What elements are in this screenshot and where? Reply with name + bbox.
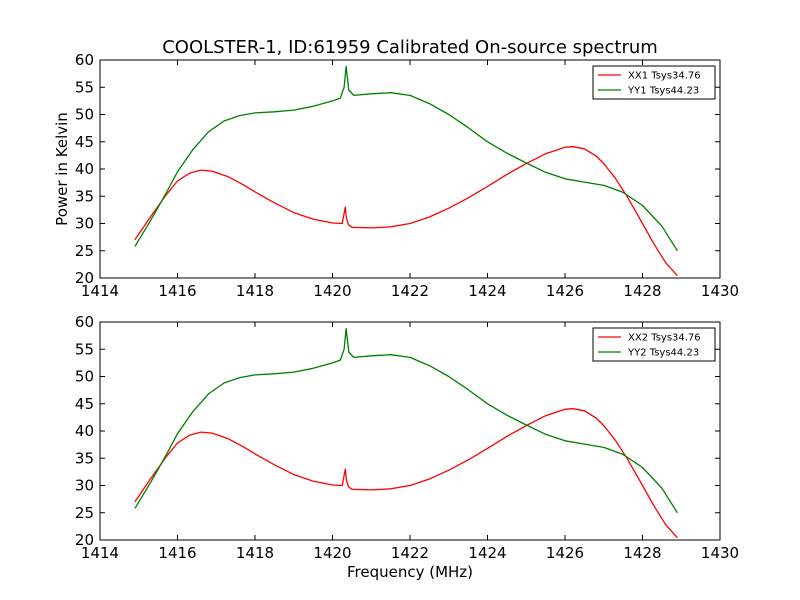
x-tick-label: 1420 <box>313 282 351 300</box>
legend-entry-label: YY1 Tsys44.23 <box>627 86 699 97</box>
y-tick-label: 60 <box>75 313 94 331</box>
y-tick-label: 40 <box>75 160 94 178</box>
y-tick-label: 60 <box>75 51 94 69</box>
x-tick-label: 1422 <box>391 282 429 300</box>
legend-box <box>592 327 716 362</box>
x-tick-label: 1416 <box>158 544 196 562</box>
x-tick-label: 1422 <box>391 544 429 562</box>
legend: XX2 Tsys34.76 YY2 Tsys44.23 <box>592 327 716 362</box>
y-tick-label: 50 <box>75 106 94 124</box>
x-tick-label: 1414 <box>81 544 119 562</box>
x-tick-label: 1426 <box>546 544 584 562</box>
series-line-xx2 <box>134 408 678 539</box>
x-tick-label: 1430 <box>701 544 739 562</box>
chart-panel-1: 1414 1416 1418 1420 1422 1424 1426 1428 1430 20 25… <box>53 51 739 300</box>
y-tick-label: 25 <box>75 504 94 522</box>
y-tick-label: 55 <box>75 78 94 96</box>
x-tick-label: 1416 <box>158 282 196 300</box>
legend: XX1 Tsys34.76 YY1 Tsys44.23 <box>592 65 716 100</box>
legend-entry-label: YY2 Tsys44.23 <box>627 348 699 359</box>
legend-entry-label: XX1 Tsys34.76 <box>628 71 701 82</box>
x-tick-label: 1430 <box>701 282 739 300</box>
x-axis-label: Frequency (MHz) <box>347 563 473 581</box>
y-tick-label: 25 <box>75 242 94 260</box>
y-tick-label: 45 <box>75 133 94 151</box>
y-tick-label: 40 <box>75 422 94 440</box>
x-tick-label: 1428 <box>623 282 661 300</box>
x-tick-label: 1418 <box>236 544 274 562</box>
y-axis-label: Power in Kelvin <box>53 112 71 226</box>
y-tick-label: 20 <box>75 269 94 287</box>
y-tick-label: 55 <box>75 340 94 358</box>
y-tick-label: 20 <box>75 531 94 549</box>
x-tick-label: 1428 <box>623 544 661 562</box>
series-line-xx1 <box>134 146 678 277</box>
x-tick-label: 1414 <box>81 282 119 300</box>
y-tick-label: 30 <box>75 477 94 495</box>
y-tick-label: 35 <box>75 187 94 205</box>
series-line-yy1 <box>134 65 678 252</box>
x-tick-label: 1420 <box>313 544 351 562</box>
x-tick-label: 1426 <box>546 282 584 300</box>
legend-box <box>592 65 716 100</box>
chart-panel-2: 1414 1416 1418 1420 1422 1424 1426 1428 1430 20 25… <box>75 313 739 581</box>
y-tick-label: 45 <box>75 395 94 413</box>
x-tick-label: 1424 <box>468 544 506 562</box>
y-tick-label: 30 <box>75 215 94 233</box>
series-line-yy2 <box>134 327 678 514</box>
x-tick-label: 1424 <box>468 282 506 300</box>
y-tick-label: 50 <box>75 368 94 386</box>
y-tick-label: 35 <box>75 449 94 467</box>
legend-entry-label: XX2 Tsys34.76 <box>628 333 701 344</box>
x-tick-label: 1418 <box>236 282 274 300</box>
chart-title: COOLSTER-1, ID:61959 Calibrated On-sourc… <box>162 37 658 58</box>
